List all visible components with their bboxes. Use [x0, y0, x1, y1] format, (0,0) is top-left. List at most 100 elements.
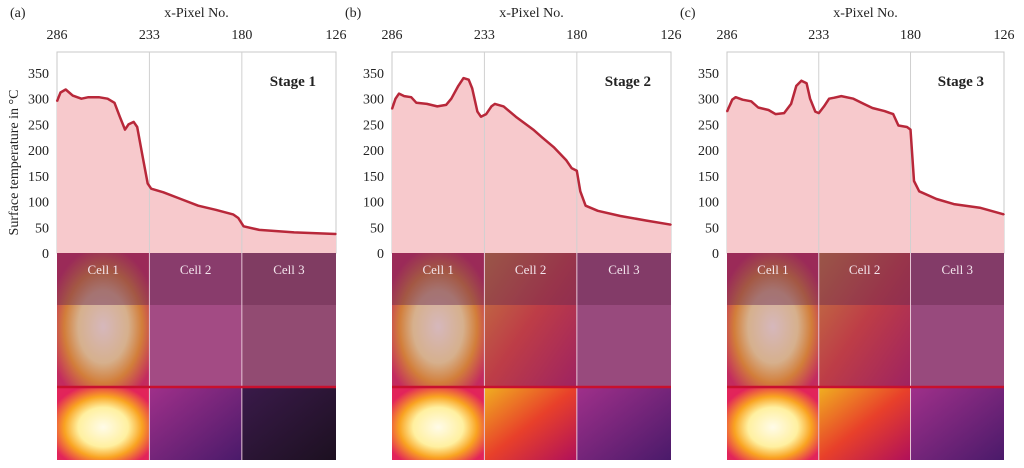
y-tick-label: 350 [363, 67, 384, 82]
thermal-header-band [910, 253, 1004, 305]
cell-label: Cell 3 [273, 262, 304, 277]
y-tick-label: 350 [698, 67, 719, 82]
x-tick-label: 233 [474, 28, 495, 43]
x-tick-label: 286 [382, 28, 403, 43]
temperature-area [727, 80, 1004, 253]
thermal-header-band [57, 253, 150, 305]
panel-label: (c) [680, 6, 696, 21]
thermal-overlay [149, 253, 242, 387]
panel-c: (c) x-Pixel No. 286 233 180 126 0 50 100 150 200 25… [680, 6, 1015, 460]
x-axis-title: x-Pixel No. [164, 6, 229, 21]
thermal-header-band [392, 253, 485, 305]
cell-label: Cell 1 [87, 262, 118, 277]
thermal-overlay [57, 253, 150, 387]
thermal-header-band [149, 253, 242, 305]
data-point [892, 113, 894, 115]
data-point [935, 198, 938, 200]
data-point [726, 110, 728, 113]
data-point [71, 94, 74, 97]
y-tick-label: 250 [698, 118, 719, 133]
data-point [833, 96, 836, 99]
cell-label: Cell 1 [757, 262, 788, 277]
data-point [426, 103, 428, 105]
thermal-cell-bottom [392, 387, 485, 460]
y-tick-label: 0 [712, 247, 719, 262]
y-tick-label: 350 [28, 67, 49, 82]
data-point [871, 107, 874, 109]
x-tick-label: 233 [139, 28, 160, 43]
y-tick-label: 50 [705, 221, 719, 236]
data-point [98, 96, 100, 98]
data-point [391, 108, 393, 110]
data-point [596, 210, 599, 212]
data-point [814, 110, 817, 113]
data-point [579, 190, 582, 193]
y-tick-label: 100 [363, 196, 384, 211]
data-point [532, 128, 535, 131]
data-point [790, 103, 792, 105]
cell-label: Cell 3 [942, 262, 973, 277]
data-point [978, 206, 981, 209]
thermal-cell-top [910, 253, 1004, 387]
data-point [403, 95, 406, 97]
thermal-cell-top [727, 253, 819, 387]
y-tick-label: 300 [698, 93, 719, 108]
data-point [141, 154, 144, 157]
cell-label: Cell 2 [849, 262, 880, 277]
y-tick-label: 150 [698, 170, 719, 185]
y-tick-label: 100 [698, 196, 719, 211]
data-point [817, 112, 820, 114]
thermal-cell-top [241, 253, 336, 387]
data-point [490, 105, 493, 108]
thermal-header-band [576, 253, 671, 305]
data-point [457, 85, 460, 87]
data-point [805, 82, 808, 85]
data-point [64, 88, 67, 91]
temperature-line [725, 79, 1005, 216]
temperature-area [57, 89, 336, 253]
y-tick-label: 0 [42, 247, 49, 262]
thermal-cell-top [818, 253, 911, 387]
data-point [909, 128, 912, 131]
data-point [750, 100, 753, 103]
data-point [59, 91, 62, 94]
data-point [480, 115, 482, 118]
y-tick-label: 300 [363, 93, 384, 108]
data-point [293, 231, 295, 234]
data-point [576, 169, 578, 172]
x-tick-label: 180 [566, 28, 587, 43]
data-point [471, 87, 474, 90]
data-point [436, 105, 439, 108]
panel-label: (a) [10, 6, 26, 21]
cell-label: Cell 2 [515, 262, 546, 277]
stage-label: Stage 3 [938, 74, 984, 90]
y-tick-label: 0 [377, 247, 384, 262]
data-point [515, 115, 517, 118]
data-point [783, 112, 785, 114]
thermal-overlay [241, 253, 336, 387]
data-point [150, 187, 152, 190]
data-point [731, 98, 733, 101]
y-tick-label: 250 [363, 118, 384, 133]
data-point [823, 105, 825, 108]
thermal-cell-bottom [149, 387, 242, 460]
thermal-cell-top [57, 253, 150, 387]
data-point [106, 97, 109, 100]
data-point [913, 180, 915, 182]
y-tick-label: 150 [363, 170, 384, 185]
y-tick-label: 150 [28, 170, 49, 185]
data-point [852, 97, 855, 100]
thermal-cell-bottom [818, 387, 911, 460]
data-point [237, 217, 240, 219]
cell-label: Cell 2 [180, 262, 211, 277]
data-point [800, 79, 803, 82]
data-point [180, 198, 182, 200]
data-point [541, 136, 543, 139]
thermal-cell-top [484, 253, 577, 387]
data-point [767, 109, 770, 111]
data-point [113, 102, 116, 104]
data-point [335, 233, 337, 235]
data-point [56, 100, 58, 103]
x-tick-label: 126 [661, 28, 682, 43]
